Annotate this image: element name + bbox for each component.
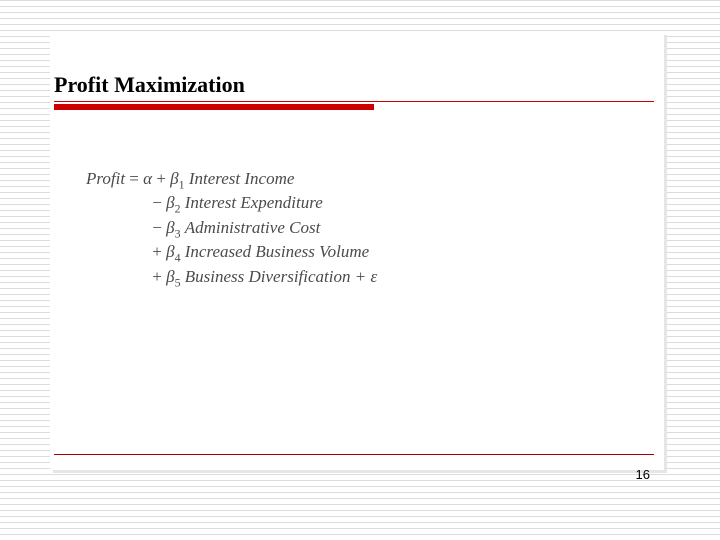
slide-title: Profit Maximization (54, 72, 245, 98)
formula-term4: Increased Business Volume (185, 242, 369, 261)
formula-op5: + (152, 267, 162, 286)
formula-line-2: − β2 Interest Expenditure (86, 192, 377, 216)
formula-line-5: + β5 Business Diversification + ε (86, 266, 377, 290)
formula-beta2: β2 (166, 193, 180, 212)
formula-term2: Interest Expenditure (185, 193, 323, 212)
formula-eq: = (129, 169, 143, 188)
formula-line-1: Profit = α + β1 Interest Income (86, 168, 377, 192)
formula-epsilon: + ε (355, 267, 377, 286)
formula-plus: + (156, 169, 170, 188)
formula-alpha: α (143, 169, 152, 188)
formula-term3: Administrative Cost (185, 218, 321, 237)
formula-line-4: + β4 Increased Business Volume (86, 241, 377, 265)
formula-op3: − (152, 218, 162, 237)
formula-block: Profit = α + β1 Interest Income − β2 Int… (86, 168, 377, 290)
formula-beta5: β5 (166, 267, 180, 286)
formula-op4: + (152, 242, 162, 261)
formula-op2: − (152, 193, 162, 212)
footer-rule (54, 454, 654, 455)
formula-lhs: Profit (86, 169, 125, 188)
formula-term5: Business Diversification (185, 267, 351, 286)
page-number: 16 (636, 467, 650, 482)
slide: Profit Maximization Profit = α + β1 Inte… (0, 0, 720, 540)
formula-beta3: β3 (166, 218, 180, 237)
formula-term1: Interest Income (189, 169, 295, 188)
formula-beta1: β1 (170, 169, 184, 188)
formula-line-3: − β3 Administrative Cost (86, 217, 377, 241)
title-rule-thin (54, 101, 654, 102)
formula-beta4: β4 (166, 242, 180, 261)
title-rule-thick (54, 104, 374, 110)
